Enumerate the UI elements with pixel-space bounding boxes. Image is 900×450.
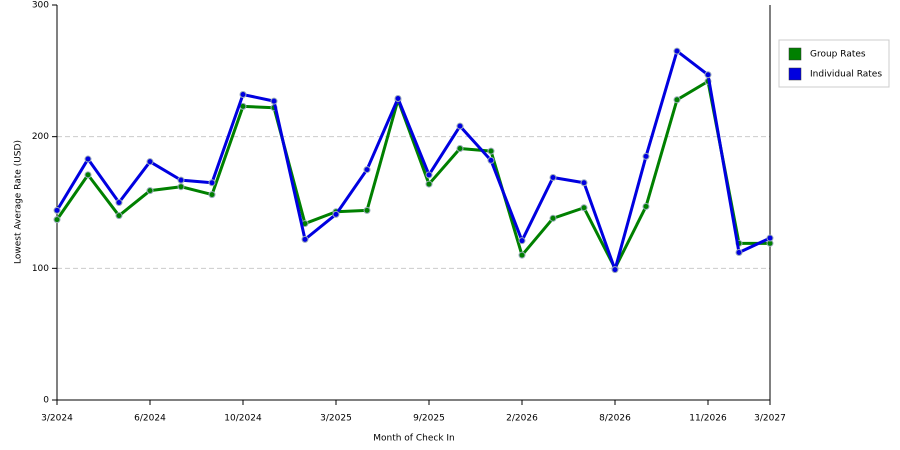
- x-tick-label: 11/2026: [689, 414, 727, 424]
- data-point: [177, 176, 185, 184]
- y-tick-label: 0: [43, 396, 49, 406]
- data-point: [580, 179, 588, 187]
- data-point: [177, 183, 185, 191]
- x-tick-label: 6/2024: [134, 414, 166, 424]
- y-axis-label: Lowest Average Rate (USD): [14, 140, 24, 264]
- legend-label: Individual Rates: [810, 70, 882, 80]
- data-point: [394, 94, 402, 102]
- x-axis-label: Month of Check In: [373, 434, 455, 444]
- x-tick-label: 2/2026: [506, 414, 538, 424]
- data-point: [53, 216, 61, 224]
- data-point: [239, 91, 247, 99]
- series-line: [55, 49, 771, 272]
- data-point: [115, 212, 123, 220]
- data-point: [115, 199, 123, 206]
- legend-swatch: [788, 67, 802, 81]
- data-point: [332, 210, 340, 218]
- data-point: [363, 166, 371, 174]
- data-point: [456, 145, 464, 153]
- x-tick-label: 9/2025: [413, 414, 445, 424]
- data-point: [301, 235, 309, 243]
- data-point: [704, 71, 712, 79]
- data-point: [642, 202, 650, 210]
- data-point: [425, 171, 433, 179]
- data-point: [580, 204, 588, 212]
- data-point: [425, 180, 433, 188]
- data-point: [363, 206, 371, 214]
- data-point: [208, 191, 216, 199]
- data-point: [766, 234, 774, 242]
- data-point: [549, 173, 557, 181]
- data-point: [456, 122, 464, 130]
- y-tick-label: 100: [32, 264, 49, 274]
- data-point: [735, 249, 743, 257]
- data-point: [146, 187, 154, 195]
- data-point: [642, 152, 650, 160]
- series-line: [55, 79, 770, 270]
- legend-label: Group Rates: [810, 50, 866, 60]
- data-point: [673, 47, 681, 55]
- data-point: [673, 96, 681, 104]
- data-point: [208, 179, 216, 187]
- legend-swatch: [788, 47, 802, 61]
- x-tick-label: 3/2024: [41, 414, 73, 424]
- data-point: [611, 266, 619, 274]
- data-point: [518, 251, 526, 259]
- data-point: [53, 206, 61, 214]
- data-point: [487, 156, 495, 164]
- data-point: [518, 237, 526, 245]
- x-tick-label: 10/2024: [224, 414, 262, 424]
- x-tick-label: 8/2026: [599, 414, 631, 424]
- y-tick-label: 300: [32, 1, 49, 11]
- data-point: [84, 155, 92, 163]
- x-tick-label: 3/2027: [754, 414, 786, 424]
- data-point: [146, 158, 154, 166]
- data-point: [84, 171, 92, 179]
- x-tick-label: 3/2025: [320, 414, 352, 424]
- y-tick-label: 200: [32, 132, 49, 142]
- data-point: [487, 147, 495, 155]
- data-point: [549, 214, 557, 222]
- data-point: [270, 97, 278, 105]
